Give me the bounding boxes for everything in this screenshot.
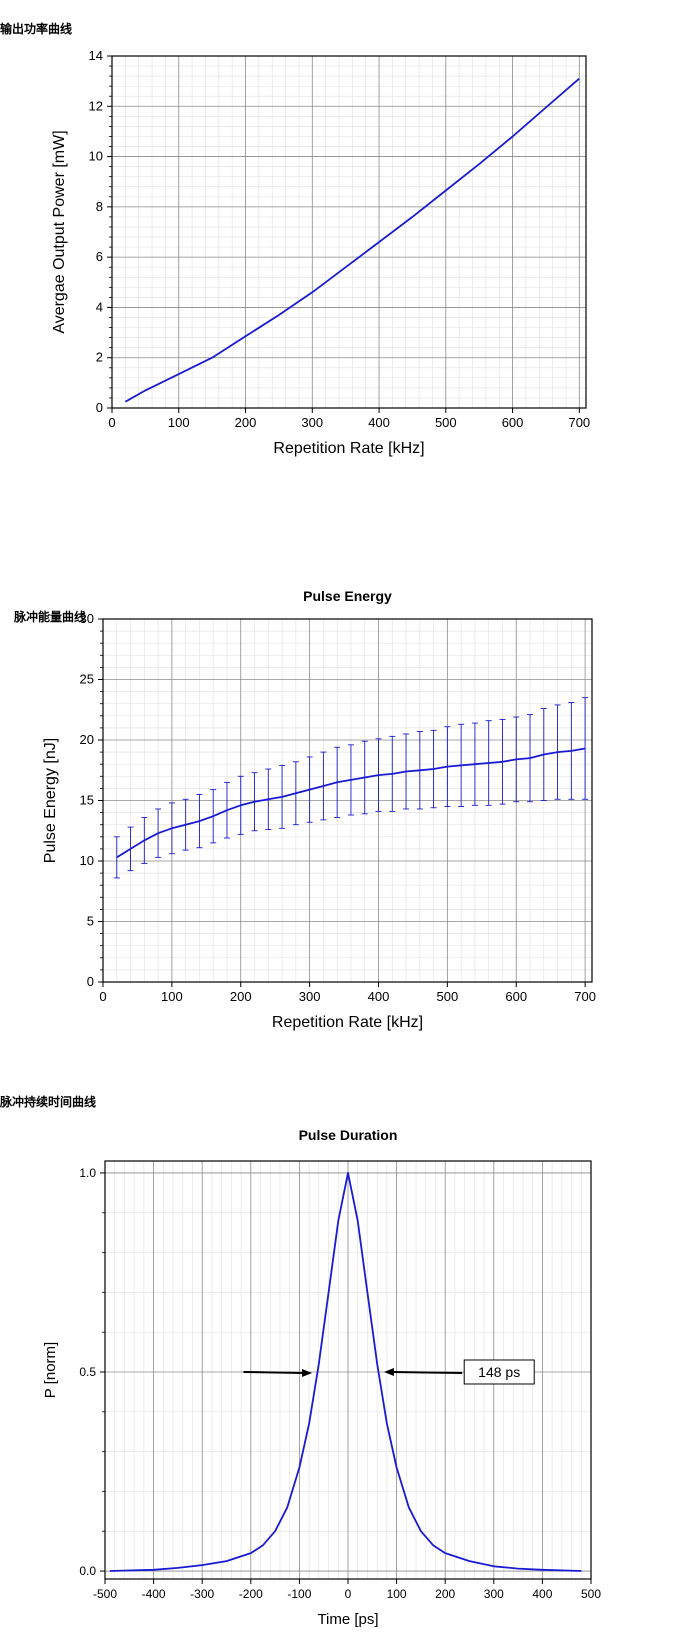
section-title-power: 输出功率曲线 <box>0 22 73 36</box>
x-tick-label: 600 <box>505 989 527 1004</box>
x-tick-label: 400 <box>368 989 390 1004</box>
y-tick-label: 2 <box>96 350 103 365</box>
y-axis-label: P [norm] <box>42 1342 59 1398</box>
x-tick-label: 600 <box>502 415 524 430</box>
y-tick-label: 4 <box>96 299 103 314</box>
y-tick-label: 6 <box>96 249 103 264</box>
x-tick-label: 300 <box>299 989 321 1004</box>
y-tick-label: 0.0 <box>79 1564 96 1578</box>
chart-title: Pulse Duration <box>299 1127 398 1143</box>
power-chart: 0 100 200 300 400 500 600 700 0 2 4 6 8 10 12 14 Repetit… <box>51 48 590 457</box>
y-tick-label: 25 <box>80 672 94 687</box>
data-line <box>116 747 586 859</box>
x-tick-label: 0 <box>345 1587 352 1601</box>
y-tick-label: 30 <box>80 611 94 626</box>
x-tick-label: 200 <box>235 415 257 430</box>
x-tick-label: 200 <box>230 989 252 1004</box>
x-axis-label: Repetition Rate [kHz] <box>273 440 424 457</box>
x-axis-label: Time [ps] <box>317 1611 378 1628</box>
y-tick-label: 0.5 <box>79 1365 96 1379</box>
y-tick-label: 5 <box>87 914 94 929</box>
y-tick-label: 20 <box>80 732 94 747</box>
fwhm-arrow-right <box>391 1370 463 1374</box>
x-tick-label: -300 <box>190 1587 214 1601</box>
x-tick-label: 300 <box>484 1587 504 1601</box>
x-tick-label: 0 <box>108 415 115 430</box>
plot-frame <box>111 55 587 409</box>
x-tick-label: 500 <box>435 415 457 430</box>
x-axis-label: Repetition Rate [kHz] <box>272 1014 423 1031</box>
energy-chart: 0 100 200 300 400 500 600 700 0 5 10 15 20 25 30 Repeti… <box>42 588 596 1031</box>
data-line <box>109 1172 582 1572</box>
y-tick-label: 0 <box>87 974 94 989</box>
x-tick-label: -200 <box>239 1587 263 1601</box>
x-tick-label: 0 <box>99 989 106 1004</box>
y-tick-label: 0 <box>96 400 103 415</box>
section-title-duration: 脉冲持续时间曲线 <box>0 1095 97 1109</box>
fwhm-label-box <box>463 1359 535 1385</box>
x-tick-label: 700 <box>574 989 596 1004</box>
duration-chart: -500 -400 -300 -200 -100 0 100 200 300 400 500 0.0 0… <box>42 1127 601 1628</box>
x-tick-label: 700 <box>568 415 590 430</box>
y-tick-label: 10 <box>80 853 94 868</box>
x-tick-label: 300 <box>301 415 323 430</box>
y-tick-label: 8 <box>96 199 103 214</box>
x-tick-label: 400 <box>532 1587 552 1601</box>
y-tick-label: 10 <box>89 149 103 164</box>
chart-title: Pulse Energy <box>303 588 392 604</box>
y-tick-label: 12 <box>89 98 103 113</box>
y-axis-label: Avergae Output Power [mW] <box>51 130 68 333</box>
fwhm-label: 148 ps <box>478 1364 520 1380</box>
y-tick-label: 14 <box>89 48 103 63</box>
y-tick-label: 15 <box>80 793 94 808</box>
x-tick-label: 500 <box>581 1587 601 1601</box>
x-tick-label: 400 <box>368 415 390 430</box>
x-tick-label: -500 <box>93 1587 117 1601</box>
data-line <box>124 77 580 403</box>
fwhm-arrowhead-left <box>302 1368 313 1377</box>
x-tick-label: 200 <box>435 1587 455 1601</box>
x-tick-label: 100 <box>387 1587 407 1601</box>
section-title-energy: 脉冲能量曲线 <box>14 610 87 624</box>
x-tick-label: 100 <box>161 989 183 1004</box>
fwhm-arrow-left <box>243 1370 305 1374</box>
x-tick-label: -400 <box>142 1587 166 1601</box>
y-tick-label: 1.0 <box>79 1166 96 1180</box>
y-axis-label: Pulse Energy [nJ] <box>42 738 59 863</box>
x-tick-label: 100 <box>168 415 190 430</box>
x-tick-label: -100 <box>287 1587 311 1601</box>
fwhm-arrowhead-right <box>383 1367 394 1376</box>
x-tick-label: 500 <box>437 989 459 1004</box>
